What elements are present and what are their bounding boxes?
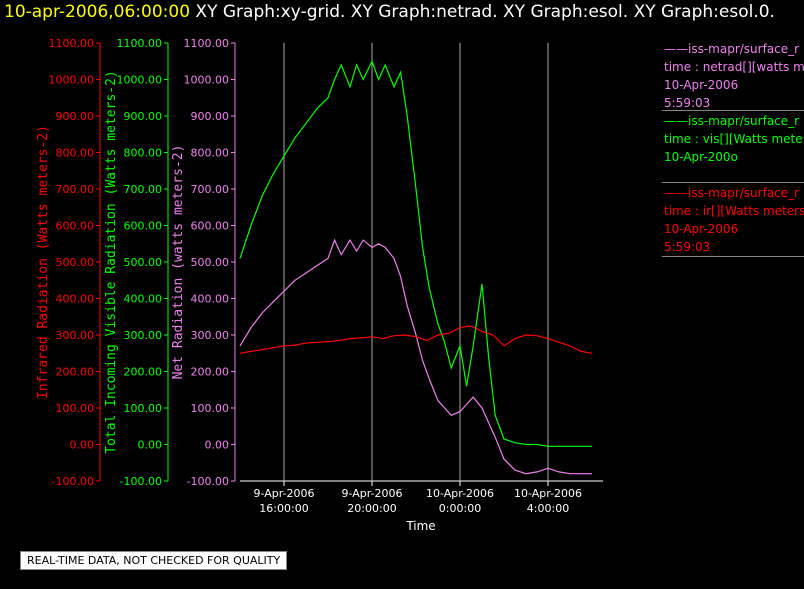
x-tick-label-date: 9-Apr-2006 — [341, 487, 402, 500]
legend-separator — [662, 110, 804, 111]
y-tick-label: 600.00 — [56, 220, 95, 233]
y-tick-label: 900.00 — [56, 110, 95, 123]
y-tick-label: 800.00 — [124, 147, 163, 160]
y-tick-label: 100.00 — [191, 402, 230, 415]
y-tick-label: 0.00 — [205, 439, 230, 452]
series-line — [239, 238, 592, 475]
legend-text: 5:59:03 — [664, 96, 711, 110]
y-tick-label: 600.00 — [124, 220, 163, 233]
y-tick-label: 100.00 — [124, 402, 163, 415]
y-tick-label: 400.00 — [56, 293, 95, 306]
y-tick-label: 500.00 — [124, 256, 163, 269]
y-tick-label: 400.00 — [124, 293, 163, 306]
series-line — [239, 325, 593, 354]
legend-text: 10-Apr-200o — [664, 150, 738, 164]
y-tick-label: 800.00 — [191, 147, 230, 160]
y-tick-label: 0.00 — [138, 439, 163, 452]
y-tick-label: 900.00 — [124, 110, 163, 123]
y-tick-label: 1000.00 — [49, 74, 95, 87]
y-tick-label: 200.00 — [191, 366, 230, 379]
legend-text: 5:59:03 — [664, 240, 711, 254]
y-tick-label: 200.00 — [124, 366, 163, 379]
y-tick-label: 1100.00 — [49, 37, 95, 50]
x-tick-label-time: 0:00:00 — [439, 502, 481, 515]
y-tick-label: 1000.00 — [184, 74, 230, 87]
y-tick-label: 500.00 — [191, 256, 230, 269]
x-tick-label-date: 10-Apr-2006 — [514, 487, 582, 500]
legend-text: 10-Apr-2006 — [664, 222, 739, 236]
legend-separator — [662, 256, 804, 257]
legend-separator — [662, 182, 804, 183]
y-tick-label: 300.00 — [124, 329, 163, 342]
y-tick-label: 500.00 — [56, 256, 95, 269]
legend-text: ——iss-mapr/surface_r — [664, 42, 800, 56]
y-tick-label: 300.00 — [191, 329, 230, 342]
legend-text: time : vis[][Watts mete — [664, 132, 803, 146]
title-graph-list: XY Graph:xy-grid. XY Graph:netrad. XY Gr… — [190, 2, 775, 22]
quality-disclaimer: REAL-TIME DATA, NOT CHECKED FOR QUALITY — [20, 551, 288, 570]
y-tick-label: 1000.00 — [117, 74, 163, 87]
y-tick-label: -100.00 — [120, 475, 162, 488]
y-tick-label: 200.00 — [56, 366, 95, 379]
x-tick-label-date: 10-Apr-2006 — [426, 487, 494, 500]
y-tick-label: 300.00 — [56, 329, 95, 342]
y-tick-label: 400.00 — [191, 293, 230, 306]
y-tick-label: 700.00 — [191, 183, 230, 196]
y-tick-label: 0.00 — [70, 439, 95, 452]
y-tick-label: 1100.00 — [184, 37, 230, 50]
legend-text: ——iss-mapr/surface_r — [664, 114, 800, 128]
y-tick-label: 900.00 — [191, 110, 230, 123]
y-tick-label: 100.00 — [56, 402, 95, 415]
y-tick-label: 1100.00 — [117, 37, 163, 50]
y-tick-label: -100.00 — [187, 475, 229, 488]
graph-title: 10-apr-2006,06:00:00 XY Graph:xy-grid. X… — [4, 2, 775, 22]
x-tick-label-time: 20:00:00 — [347, 502, 396, 515]
y-axis-label: Total Incoming Visible Radiation (Watts … — [104, 70, 119, 454]
legend-text: time : netrad[][watts m — [664, 60, 804, 74]
title-timestamp: 10-apr-2006,06:00:00 — [4, 2, 191, 22]
legend-text: ——iss-mapr/surface_r — [664, 186, 800, 200]
legend-text: time : ir[][Watts meters — [664, 204, 804, 218]
y-tick-label: 700.00 — [56, 183, 95, 196]
legend-text: 10-Apr-2006 — [664, 78, 739, 92]
y-axis-label: Infrared Radiation (Watts meters-2) — [36, 125, 51, 399]
y-tick-label: 800.00 — [56, 147, 95, 160]
y-tick-label: 600.00 — [191, 220, 230, 233]
x-tick-label-time: 16:00:00 — [259, 502, 308, 515]
x-tick-label-date: 9-Apr-2006 — [253, 487, 314, 500]
series-line — [239, 59, 592, 447]
y-tick-label: 700.00 — [124, 183, 163, 196]
x-axis-label: Time — [405, 519, 435, 533]
y-axis-label: Net Radiation (watts meters-2) — [171, 145, 186, 380]
y-tick-label: -100.00 — [52, 475, 94, 488]
x-tick-label-time: 4:00:00 — [527, 502, 569, 515]
